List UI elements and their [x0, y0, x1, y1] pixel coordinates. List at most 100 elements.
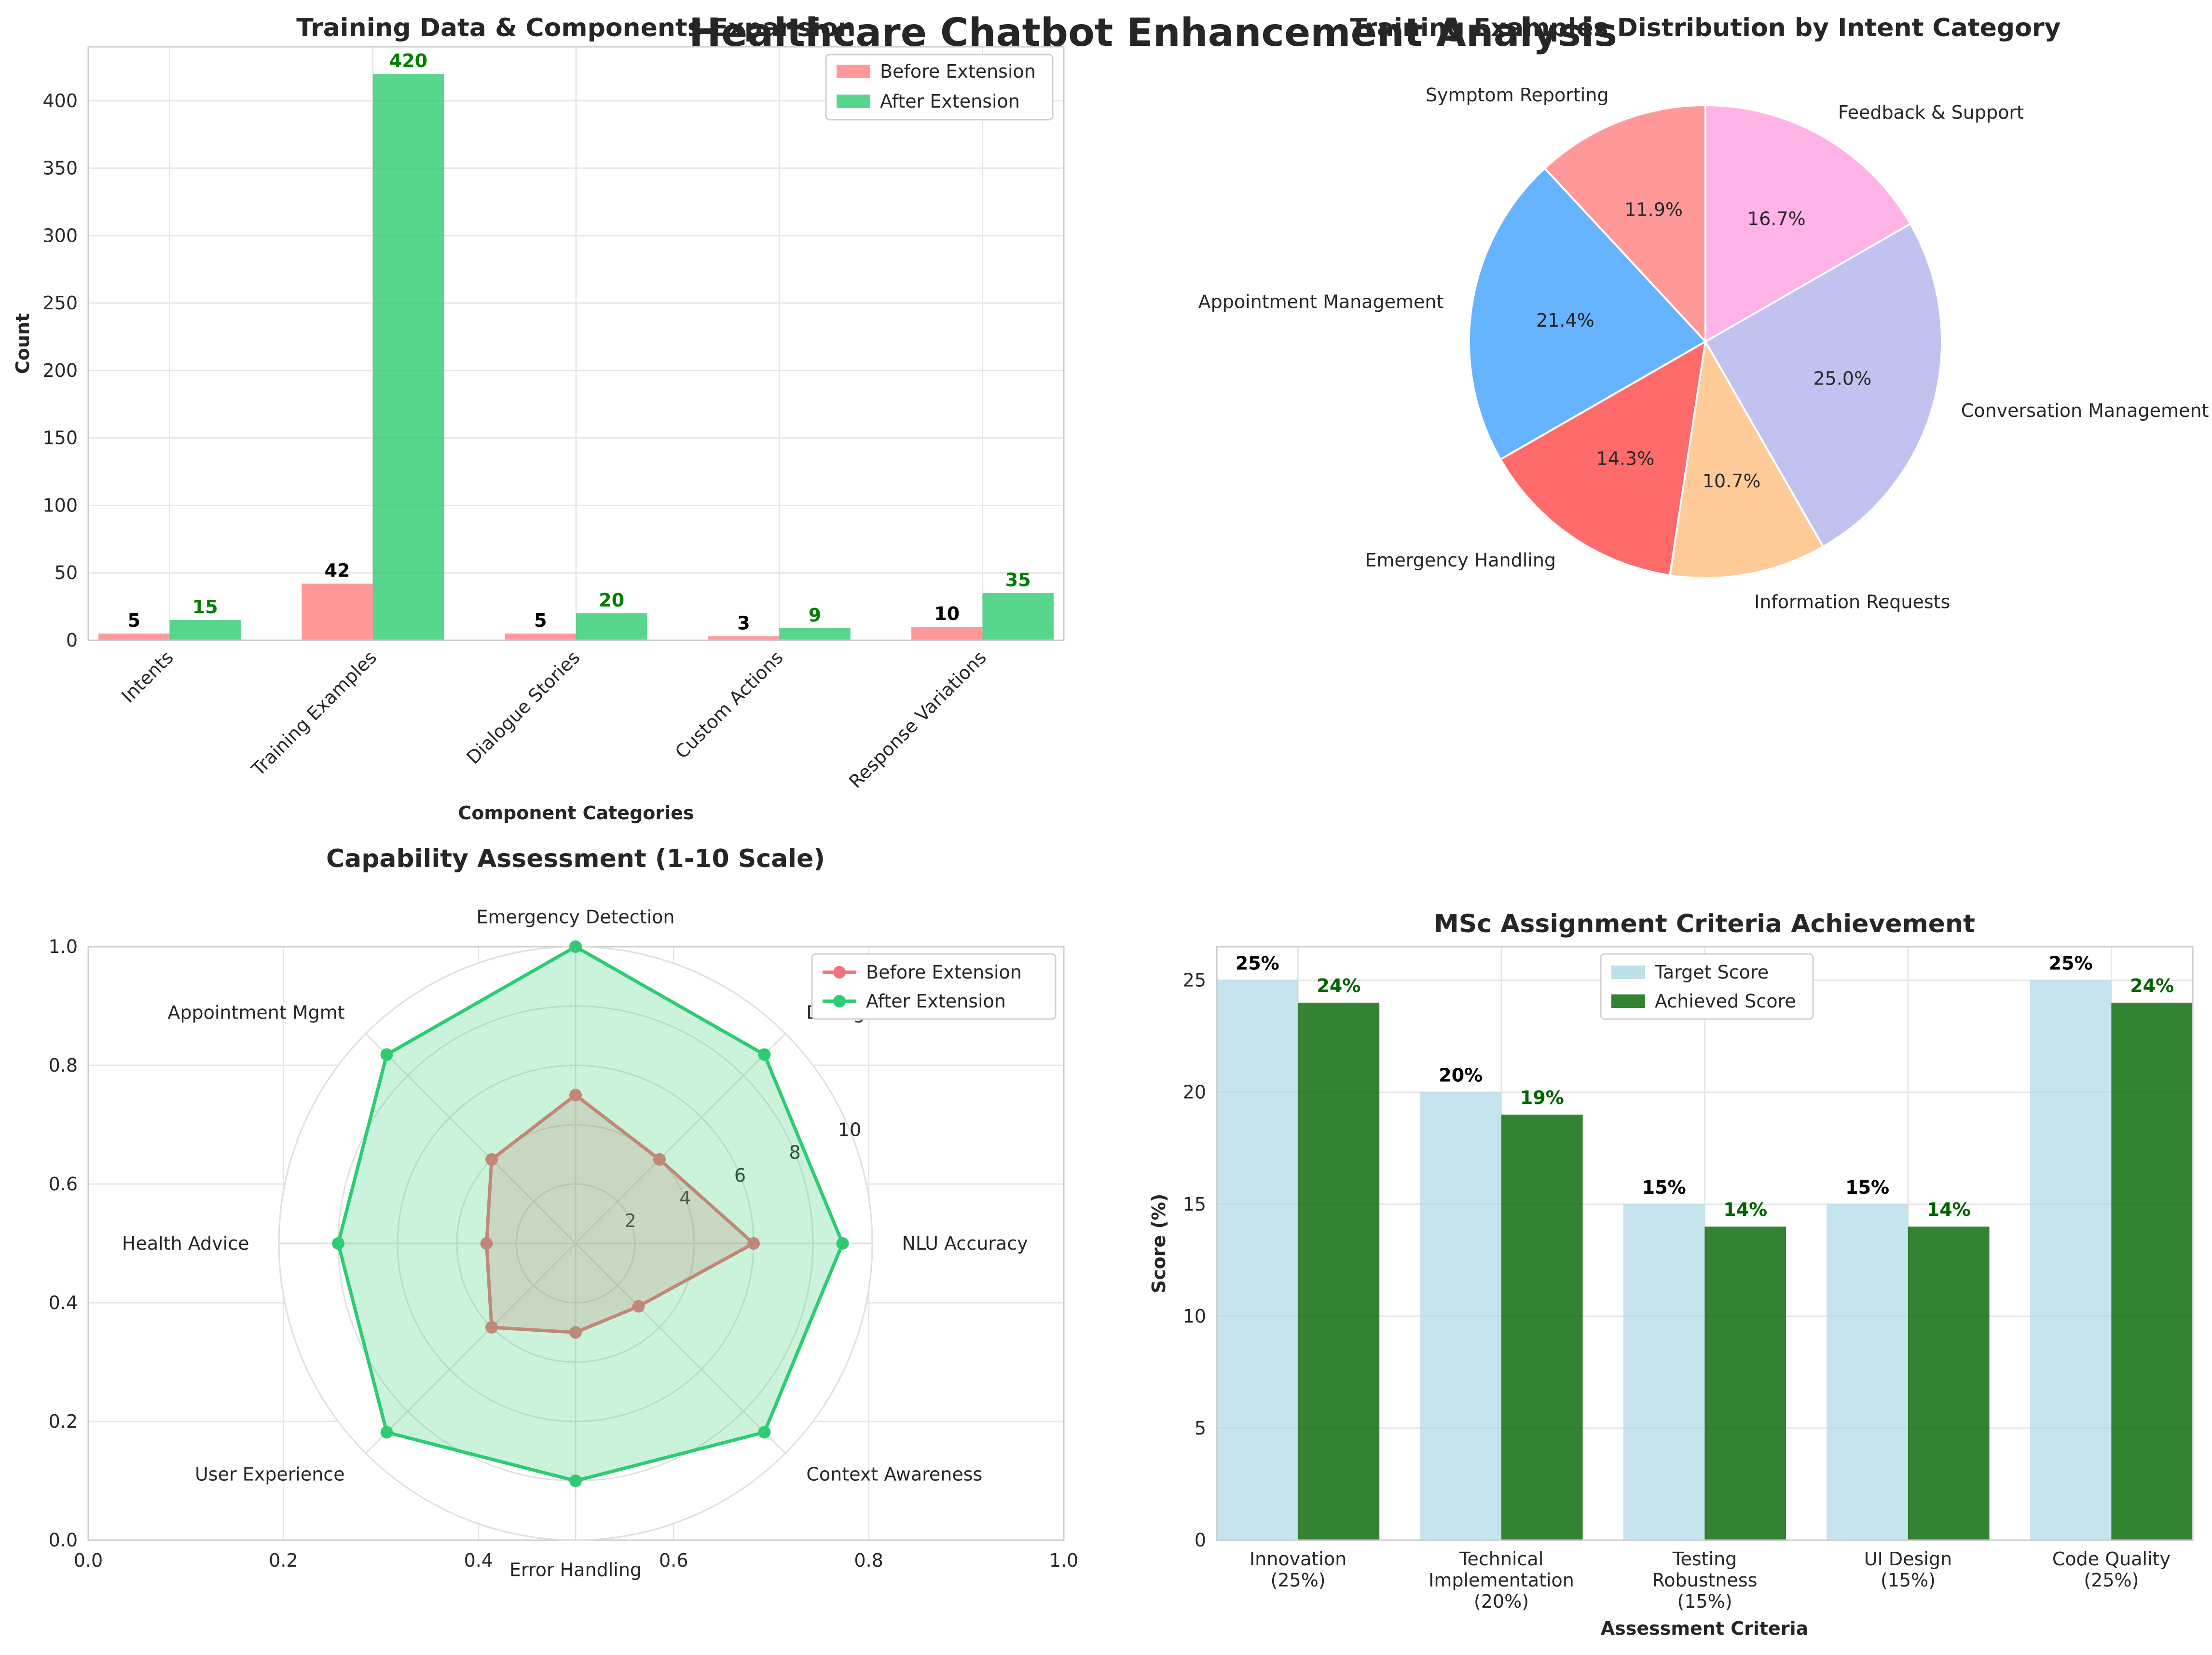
- legend-box: [825, 54, 1054, 121]
- x-tick-label: Testing Robustness (15%): [1652, 1548, 1758, 1612]
- pie-pct-label: 16.7%: [1747, 208, 1806, 230]
- bar-value-label: 42: [325, 560, 350, 581]
- bar-value-label: 5: [128, 610, 140, 631]
- bar-value-label: 15%: [1642, 1177, 1686, 1198]
- radar-point: [480, 1237, 493, 1250]
- bar-value-label: 19%: [1520, 1087, 1564, 1108]
- bar-value-label: 10: [934, 603, 960, 624]
- radar-point: [836, 1237, 849, 1250]
- radar-axis-label-emergency-detection: Emergency Detection: [476, 907, 674, 928]
- frame-y-tick-label: 0.0: [49, 1530, 78, 1551]
- bar-after-extension-response-variations: [982, 593, 1054, 640]
- legend-label: Achieved Score: [1655, 991, 1796, 1012]
- pie-slice-appointment-management: [1468, 166, 1707, 461]
- radar-point: [747, 1237, 760, 1250]
- y-tick-label: 200: [42, 360, 78, 381]
- y-tick-label: 10: [1183, 1306, 1206, 1327]
- frame-y-tick-label: 0.8: [49, 1055, 78, 1076]
- bar-target-score-4: [2030, 980, 2112, 1540]
- x-tick-label: Dialogue Stories: [462, 647, 584, 768]
- bar-value-label: 9: [809, 605, 821, 626]
- pie-slice-emergency-handling: [1499, 340, 1707, 577]
- pie-pct-label: 10.7%: [1703, 470, 1761, 492]
- bar-achieved-score-4: [2111, 1003, 2193, 1540]
- bar-achieved-score-3: [1908, 1227, 1990, 1540]
- radar-r-tick-label: 2: [625, 1210, 636, 1231]
- legend-label: Before Extension: [880, 61, 1036, 82]
- bar-value-label: 420: [389, 50, 427, 71]
- radar-point: [569, 1475, 582, 1487]
- x-tick-label: Custom Actions: [671, 647, 787, 763]
- bar-target-score-0: [1217, 980, 1298, 1540]
- x-axis-label: Assessment Criteria: [1601, 1618, 1808, 1639]
- y-tick-label: 0: [66, 630, 78, 651]
- pie-category-label: Feedback & Support: [1838, 102, 2024, 123]
- radar-spoke: [575, 1033, 786, 1244]
- y-tick-label: 50: [55, 562, 78, 583]
- bar-target-score-3: [1827, 1204, 1908, 1540]
- x-tick-label: Innovation (25%): [1250, 1548, 1346, 1591]
- y-tick-label: 350: [42, 158, 78, 179]
- y-tick-label: 250: [42, 292, 78, 314]
- radar-spoke: [365, 1242, 577, 1454]
- figure-suptitle: Healthcare Chatbot Enhancement Analysis: [689, 10, 1617, 55]
- y-tick-label: 100: [42, 495, 78, 516]
- bar-value-label: 5: [534, 610, 547, 631]
- radar-r-tick-label: 10: [838, 1119, 861, 1141]
- x-tick-label: Intents: [117, 647, 178, 707]
- bar-after-extension-intents: [169, 620, 241, 640]
- pie-category-label: Emergency Handling: [1365, 550, 1556, 571]
- radar-point: [332, 1237, 344, 1250]
- y-tick-label: 25: [1183, 970, 1206, 991]
- chart-title: Capability Assessment (1-10 Scale): [326, 844, 825, 873]
- y-axis-label: Score (%): [1148, 1194, 1169, 1294]
- bar-value-label: 15%: [1845, 1177, 1889, 1198]
- bar-before-extension-response-variations: [911, 627, 983, 640]
- y-tick-label: 150: [42, 428, 78, 449]
- pie-category-label: Appointment Management: [1198, 291, 1444, 313]
- legend-marker: [833, 995, 846, 1007]
- bar-before-extension-custom-actions: [708, 636, 780, 640]
- radar-point: [653, 1153, 666, 1166]
- radar-r-tick-label: 4: [679, 1187, 691, 1209]
- pie-slice-feedback-support: [1704, 104, 1912, 344]
- x-tick-label: Technical Implementation (20%): [1429, 1548, 1574, 1612]
- x-tick-label: Response Variations: [845, 647, 990, 792]
- radar-axis-label-health-advice: Health Advice: [122, 1233, 249, 1254]
- bar-before-extension-training-examples: [302, 583, 373, 640]
- bar-value-label: 24%: [2130, 975, 2174, 996]
- legend-swatch: [1611, 965, 1645, 979]
- legend-swatch: [837, 95, 870, 108]
- legend-swatch: [1611, 994, 1645, 1008]
- radar-spoke: [365, 1033, 577, 1244]
- plot-frame: [1216, 946, 2194, 1541]
- x-tick-label: UI Design (15%): [1864, 1548, 1952, 1591]
- radar-chart-capabilities: 0.0 0.2 0.4 0.6 0.8 1.0 0.0 0.2 0.4 0.6 0.8 1.0 2 4 6 8…: [49, 844, 1079, 1581]
- chart-title: Training Data & Components Expansion: [296, 14, 855, 42]
- bar-achieved-score-1: [1501, 1115, 1583, 1540]
- y-tick-label: 15: [1183, 1194, 1206, 1215]
- frame-y-tick-label: 1.0: [49, 936, 78, 957]
- legend-label: Target Score: [1654, 962, 1769, 983]
- radar-point: [569, 1089, 582, 1102]
- radar-point: [380, 1426, 393, 1439]
- frame-y-tick-label: 0.6: [49, 1173, 78, 1195]
- chart-title: Training Examples Distribution by Intent…: [1350, 14, 2061, 42]
- bar-after-extension-training-examples: [372, 73, 444, 641]
- bar-chart-components: 0 50 100 150 200 250 300 350 400 5 42 5 3 10 15 420 20 9 3…: [12, 14, 1065, 824]
- legend-label: After Extension: [880, 91, 1020, 112]
- y-tick-label: 20: [1183, 1082, 1206, 1103]
- legend-box: [1600, 953, 1814, 1020]
- frame-x-tick-label: 0.6: [659, 1550, 688, 1571]
- frame-x-tick-label: 0.2: [269, 1550, 298, 1571]
- frame-x-tick-label: 1.0: [1049, 1550, 1078, 1571]
- legend-label: After Extension: [866, 991, 1006, 1012]
- y-tick-label: 400: [42, 90, 78, 111]
- bar-value-label: 14%: [1723, 1199, 1767, 1220]
- bar-after-extension-custom-actions: [779, 628, 851, 640]
- pie-category-label: Conversation Management: [1961, 400, 2209, 421]
- bar-value-label: 15: [192, 596, 218, 618]
- radar-point: [569, 940, 582, 953]
- x-axis-label: Component Categories: [458, 802, 694, 824]
